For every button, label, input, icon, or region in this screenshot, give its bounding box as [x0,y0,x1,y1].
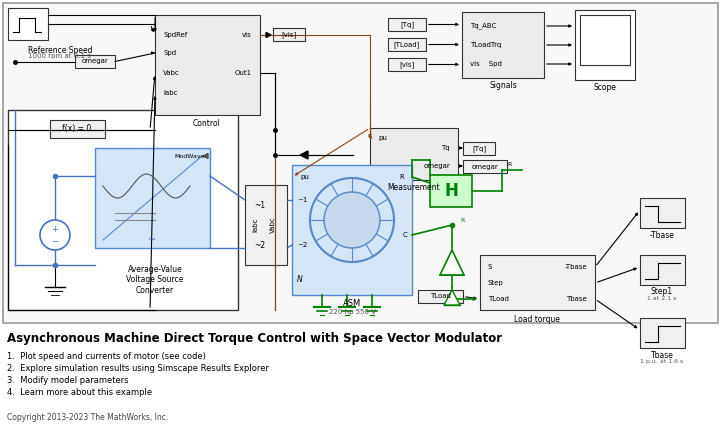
Text: pu: pu [300,174,309,180]
Text: S: S [488,264,492,270]
Text: Load torque: Load torque [514,315,560,324]
Text: H: H [444,182,458,200]
Bar [273,28,305,41]
Bar [575,10,635,80]
Text: R: R [460,217,465,222]
Polygon shape [300,151,308,159]
Text: TLoad: TLoad [488,296,509,302]
Text: Scope: Scope [593,83,616,91]
Text: [vis]: [vis] [281,32,297,38]
Text: [Tq]: [Tq] [472,145,486,152]
Text: N: N [297,275,302,285]
Text: 1.  Plot speed and currents of motor (see code): 1. Plot speed and currents of motor (see… [7,352,206,361]
Text: Tq: Tq [441,145,450,151]
Bar [640,198,685,228]
Text: Step1: Step1 [651,287,673,297]
Text: TLoad: TLoad [430,293,451,300]
Bar [462,12,544,78]
Text: 220 hp 550 V: 220 hp 550 V [329,309,375,315]
Text: -Tbase: -Tbase [564,264,587,270]
Bar [463,142,495,155]
Text: Asynchronous Machine Direct Torque Control with Space Vector Modulator: Asynchronous Machine Direct Torque Contr… [7,332,502,345]
Text: Measurement: Measurement [387,183,441,193]
Polygon shape [203,153,208,159]
Text: Signals: Signals [489,81,517,91]
Text: ~1: ~1 [297,197,308,203]
Text: Iabc: Iabc [163,90,177,96]
Bar [580,15,630,65]
Bar [370,128,458,180]
Text: SpdRef: SpdRef [163,32,188,38]
Text: Tq_ABC: Tq_ABC [470,23,497,29]
Bar [388,18,426,31]
Bar [480,255,595,310]
Text: ~2: ~2 [297,242,308,248]
Text: R: R [399,174,404,180]
Text: Tbase: Tbase [566,296,587,302]
Text: C: C [402,232,407,238]
Text: Average-Value
Voltage Source
Converter: Average-Value Voltage Source Converter [126,265,184,295]
Text: 3.  Modify model parameters: 3. Modify model parameters [7,376,129,385]
Polygon shape [444,290,460,305]
Polygon shape [440,250,464,275]
Text: ~: ~ [148,235,156,245]
Text: Vabc: Vabc [270,217,276,233]
Bar [430,175,472,207]
Text: vis    Spd: vis Spd [470,61,502,67]
Bar [155,15,260,115]
Text: R: R [507,163,511,168]
Text: Spd: Spd [163,50,176,56]
Text: omegar: omegar [423,163,450,169]
Text: [vis]: [vis] [399,61,414,68]
Text: Iabc: Iabc [252,218,258,232]
Bar [640,318,685,348]
Text: Reference Speed: Reference Speed [28,46,92,55]
Bar [8,8,48,40]
Text: Step: Step [488,280,504,286]
Text: −: − [52,237,58,247]
Text: 2.  Explore simulation results using Simscape Results Explorer: 2. Explore simulation results using Sims… [7,364,269,373]
Bar [388,58,426,71]
Bar [292,165,412,295]
Circle shape [310,178,394,262]
Text: Control: Control [193,118,221,127]
Bar [418,290,463,303]
Text: vis: vis [242,32,252,38]
Text: omegar: omegar [472,164,499,169]
Circle shape [40,220,70,250]
Text: ModWave: ModWave [174,153,205,159]
Polygon shape [266,33,271,38]
Bar [8,110,238,310]
Text: ~2: ~2 [254,240,265,249]
Text: Tbase: Tbase [651,351,673,359]
Text: ~1: ~1 [254,201,265,210]
Text: 1000 rpm at 0.1 s: 1000 rpm at 0.1 s [28,53,91,59]
Text: pu: pu [378,135,387,141]
Text: ASM: ASM [343,298,361,308]
Text: Vabc: Vabc [163,70,180,76]
Text: [TLoad]: [TLoad] [394,41,420,48]
Text: -Tbase: -Tbase [649,230,675,240]
Text: Copyright 2013-2023 The MathWorks, Inc.: Copyright 2013-2023 The MathWorks, Inc. [7,413,168,422]
Text: +: + [52,225,58,235]
Text: TLoadTrq: TLoadTrq [470,42,501,48]
Bar [75,55,115,68]
Bar [640,255,685,285]
Circle shape [324,192,380,248]
Bar [463,160,507,173]
Text: omegar: omegar [81,58,108,65]
Text: 4.  Learn more about this example: 4. Learn more about this example [7,388,152,397]
Bar [388,38,426,51]
Bar [50,120,105,138]
Text: Out1: Out1 [235,70,252,76]
Text: [Tq]: [Tq] [400,21,414,28]
Bar [245,185,287,265]
Bar [3,3,718,323]
Bar [95,148,210,248]
Text: 1 at 2.1 s: 1 at 2.1 s [647,297,677,301]
Text: f(x) = 0: f(x) = 0 [63,125,92,133]
Text: 1 p.u. at 1.6 s: 1 p.u. at 1.6 s [640,359,683,365]
